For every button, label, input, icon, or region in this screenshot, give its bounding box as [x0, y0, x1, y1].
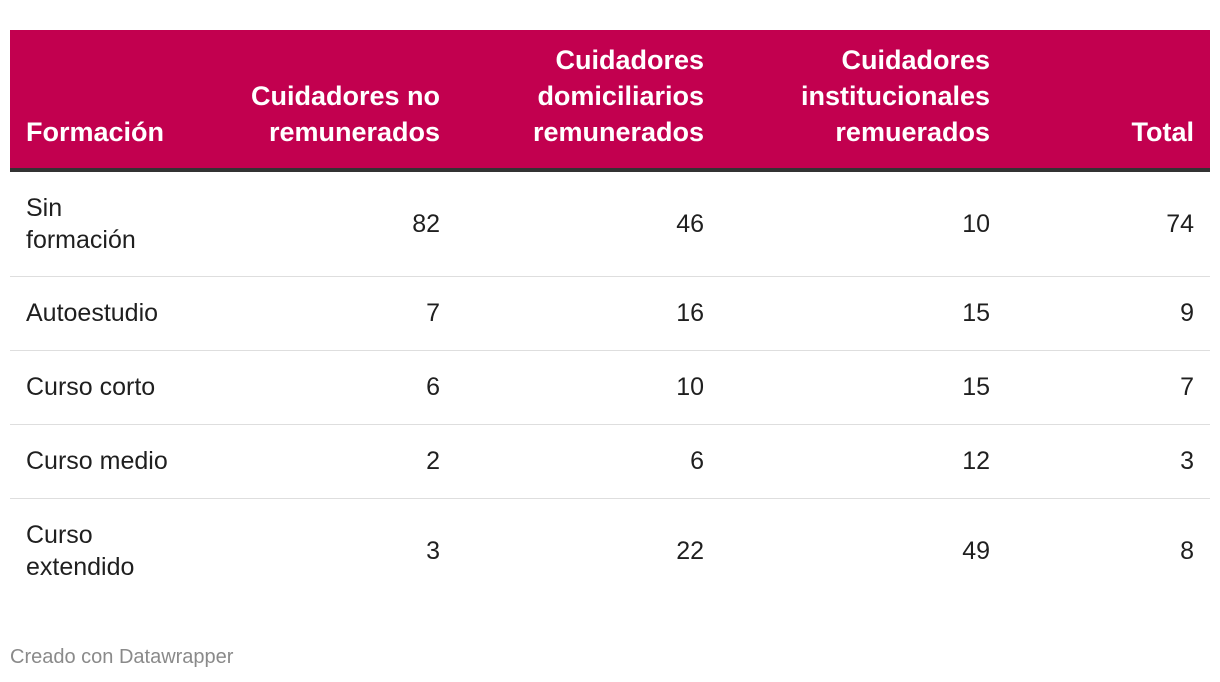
row-label: Sin formación [10, 170, 224, 277]
table-cell: 6 [456, 424, 720, 499]
table-cell: 82 [224, 170, 456, 277]
table-cell: 3 [426, 537, 440, 566]
table-header: Formación Cuidadores no remunerados Cuid… [10, 30, 1210, 172]
table-cell: 8 [1180, 537, 1194, 566]
column-header-no-remunerados[interactable]: Cuidadores no remunerados [224, 30, 456, 172]
column-header-institucionales-remuerados[interactable]: Cuidadores institucionales remuerados [720, 30, 1006, 172]
table-cell: 15 [720, 276, 1006, 351]
table-row: Curso extendido 3 22 49 8 [10, 498, 1210, 604]
row-label: Curso corto [10, 350, 224, 425]
column-header-formacion[interactable]: Formación [10, 30, 224, 172]
table-cell: 9 [1006, 276, 1210, 351]
column-header-total[interactable]: Total [1006, 30, 1210, 172]
table-cell: 6 [224, 350, 456, 425]
row-label: Curso medio [10, 424, 224, 499]
table-cell: 3 [1006, 424, 1210, 499]
table-cell: 7 [1006, 350, 1210, 425]
table-cell: 2 [224, 424, 456, 499]
row-label: Autoestudio [10, 276, 224, 351]
table-row: Autoestudio 7 16 15 9 [10, 276, 1210, 351]
table-row: Sin formación 82 46 10 74 [10, 170, 1210, 277]
table-cell: 22 [676, 537, 704, 566]
table-cell: 7 [224, 276, 456, 351]
datawrapper-credit[interactable]: Creado con Datawrapper [10, 646, 234, 668]
table-cell: 10 [720, 170, 1006, 277]
table-body: Sin formación 82 46 10 74 Autoestudio 7 … [10, 170, 1210, 604]
table-cell: 12 [720, 424, 1006, 499]
table-cell: 16 [456, 276, 720, 351]
table-cell: 46 [456, 170, 720, 277]
table-cell: 15 [720, 350, 1006, 425]
row-label: Curso extendido [26, 521, 135, 582]
table-row: Curso corto 6 10 15 7 [10, 350, 1210, 425]
table-row: Curso medio 2 6 12 3 [10, 424, 1210, 499]
data-table-container: Formación Cuidadores no remunerados Cuid… [10, 30, 1210, 604]
header-row: Formación Cuidadores no remunerados Cuid… [10, 30, 1210, 172]
table-cell: 74 [1006, 170, 1210, 277]
data-table: Formación Cuidadores no remunerados Cuid… [10, 30, 1210, 604]
column-header-domiciliarios-remunerados[interactable]: Cuidadores domiciliarios remunerados [456, 30, 720, 172]
table-cell: 49 [962, 537, 990, 566]
table-cell: 10 [456, 350, 720, 425]
